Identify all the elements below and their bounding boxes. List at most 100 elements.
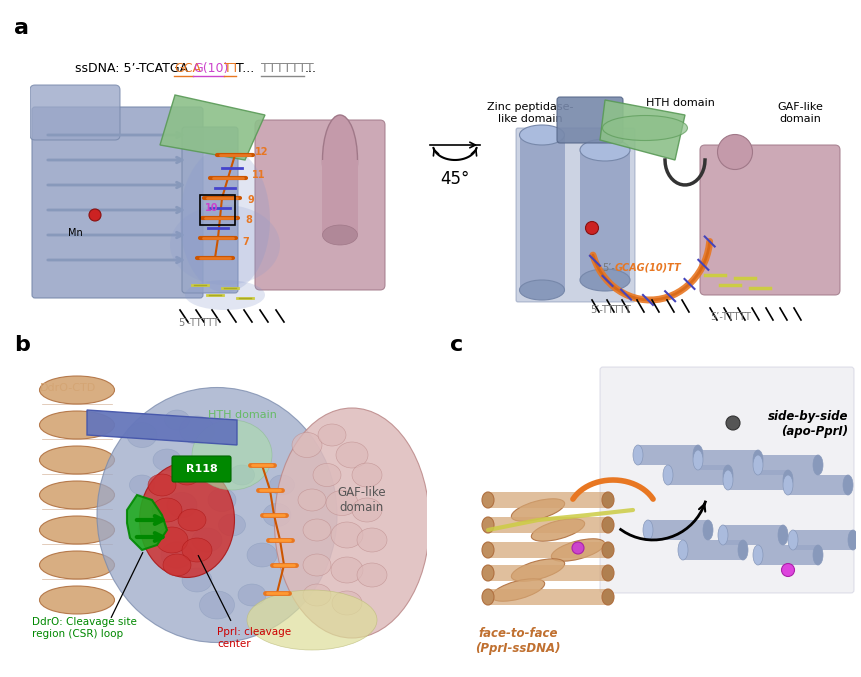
Ellipse shape <box>781 563 794 577</box>
Ellipse shape <box>602 116 687 141</box>
Ellipse shape <box>185 280 264 310</box>
Polygon shape <box>87 410 237 445</box>
Bar <box>487 589 607 605</box>
Text: TT: TT <box>224 62 238 75</box>
Text: T...: T... <box>236 62 254 75</box>
Ellipse shape <box>322 225 357 245</box>
Ellipse shape <box>40 551 115 579</box>
Text: c: c <box>449 335 462 355</box>
Text: PprI: cleavage
center: PprI: cleavage center <box>217 627 291 649</box>
Ellipse shape <box>722 465 732 485</box>
Ellipse shape <box>192 528 222 552</box>
Ellipse shape <box>152 498 182 522</box>
Ellipse shape <box>152 449 181 471</box>
Text: Zinc peptidase-
like domain: Zinc peptidase- like domain <box>486 102 573 124</box>
Text: 8: 8 <box>245 215 251 225</box>
Ellipse shape <box>519 125 564 145</box>
Ellipse shape <box>148 474 176 496</box>
Ellipse shape <box>717 525 728 545</box>
Bar <box>682 540 742 560</box>
Ellipse shape <box>737 540 747 560</box>
Polygon shape <box>599 100 684 160</box>
Text: 5’-TTTTT: 5’-TTTTT <box>589 305 630 315</box>
Text: GAF-like
domain: GAF-like domain <box>776 102 822 124</box>
Text: 12: 12 <box>255 147 268 157</box>
Bar <box>322 160 357 235</box>
Ellipse shape <box>89 209 101 221</box>
Ellipse shape <box>519 280 564 300</box>
Ellipse shape <box>208 489 236 512</box>
Ellipse shape <box>247 590 376 650</box>
Ellipse shape <box>601 492 613 508</box>
Ellipse shape <box>511 499 564 521</box>
Bar <box>637 445 697 465</box>
Ellipse shape <box>753 450 762 470</box>
Ellipse shape <box>174 465 199 485</box>
Ellipse shape <box>179 416 214 444</box>
Bar <box>487 542 607 558</box>
Ellipse shape <box>782 470 792 490</box>
Text: GAF-like
domain: GAF-like domain <box>338 486 386 514</box>
Ellipse shape <box>138 519 166 542</box>
Ellipse shape <box>336 442 368 468</box>
Ellipse shape <box>847 530 857 550</box>
Ellipse shape <box>40 516 115 544</box>
Text: Mn: Mn <box>68 228 83 238</box>
Ellipse shape <box>601 542 613 558</box>
Ellipse shape <box>40 411 115 439</box>
Ellipse shape <box>97 387 337 642</box>
Ellipse shape <box>692 450 703 470</box>
FancyBboxPatch shape <box>699 145 839 295</box>
Ellipse shape <box>530 519 584 541</box>
Ellipse shape <box>292 433 322 458</box>
Ellipse shape <box>678 540 687 560</box>
Ellipse shape <box>725 416 739 430</box>
Text: TTTTTTT: TTTTTTT <box>261 62 313 75</box>
Ellipse shape <box>551 539 604 561</box>
Ellipse shape <box>263 504 291 527</box>
Ellipse shape <box>322 115 357 205</box>
Ellipse shape <box>40 376 115 404</box>
Ellipse shape <box>163 554 191 576</box>
Ellipse shape <box>812 455 822 475</box>
Text: GCAG(10)TT: GCAG(10)TT <box>614 263 681 273</box>
Text: HTH domain: HTH domain <box>208 410 276 420</box>
Ellipse shape <box>601 565 613 581</box>
Ellipse shape <box>601 589 613 605</box>
Ellipse shape <box>274 408 429 638</box>
Ellipse shape <box>491 579 544 601</box>
Ellipse shape <box>511 559 564 582</box>
Ellipse shape <box>247 543 276 567</box>
Ellipse shape <box>199 591 234 619</box>
Text: HTH domain: HTH domain <box>645 98 714 108</box>
FancyBboxPatch shape <box>516 128 635 302</box>
Ellipse shape <box>481 589 493 605</box>
Ellipse shape <box>351 498 381 522</box>
Ellipse shape <box>180 148 269 292</box>
FancyBboxPatch shape <box>32 107 202 298</box>
Ellipse shape <box>777 525 787 545</box>
Text: face-to-face
(PprI-ssDNA): face-to-face (PprI-ssDNA) <box>474 627 561 655</box>
Ellipse shape <box>40 481 115 509</box>
Ellipse shape <box>192 420 272 490</box>
Bar <box>487 517 607 533</box>
Text: 10: 10 <box>205 203 218 213</box>
Ellipse shape <box>753 455 762 475</box>
Ellipse shape <box>579 269 629 291</box>
Ellipse shape <box>127 422 157 447</box>
Bar <box>519 135 564 290</box>
Bar <box>667 465 728 485</box>
Ellipse shape <box>161 542 193 568</box>
Ellipse shape <box>481 492 493 508</box>
Text: DdrO: Cleavage site
region (CSR) loop: DdrO: Cleavage site region (CSR) loop <box>32 617 137 638</box>
Ellipse shape <box>842 475 852 495</box>
Ellipse shape <box>303 519 331 541</box>
Bar <box>757 545 817 565</box>
Ellipse shape <box>585 221 598 234</box>
Ellipse shape <box>356 528 387 552</box>
Polygon shape <box>127 495 167 550</box>
Ellipse shape <box>229 465 254 485</box>
Ellipse shape <box>325 491 357 515</box>
Text: GCA: GCA <box>174 62 201 75</box>
Bar <box>697 450 757 470</box>
